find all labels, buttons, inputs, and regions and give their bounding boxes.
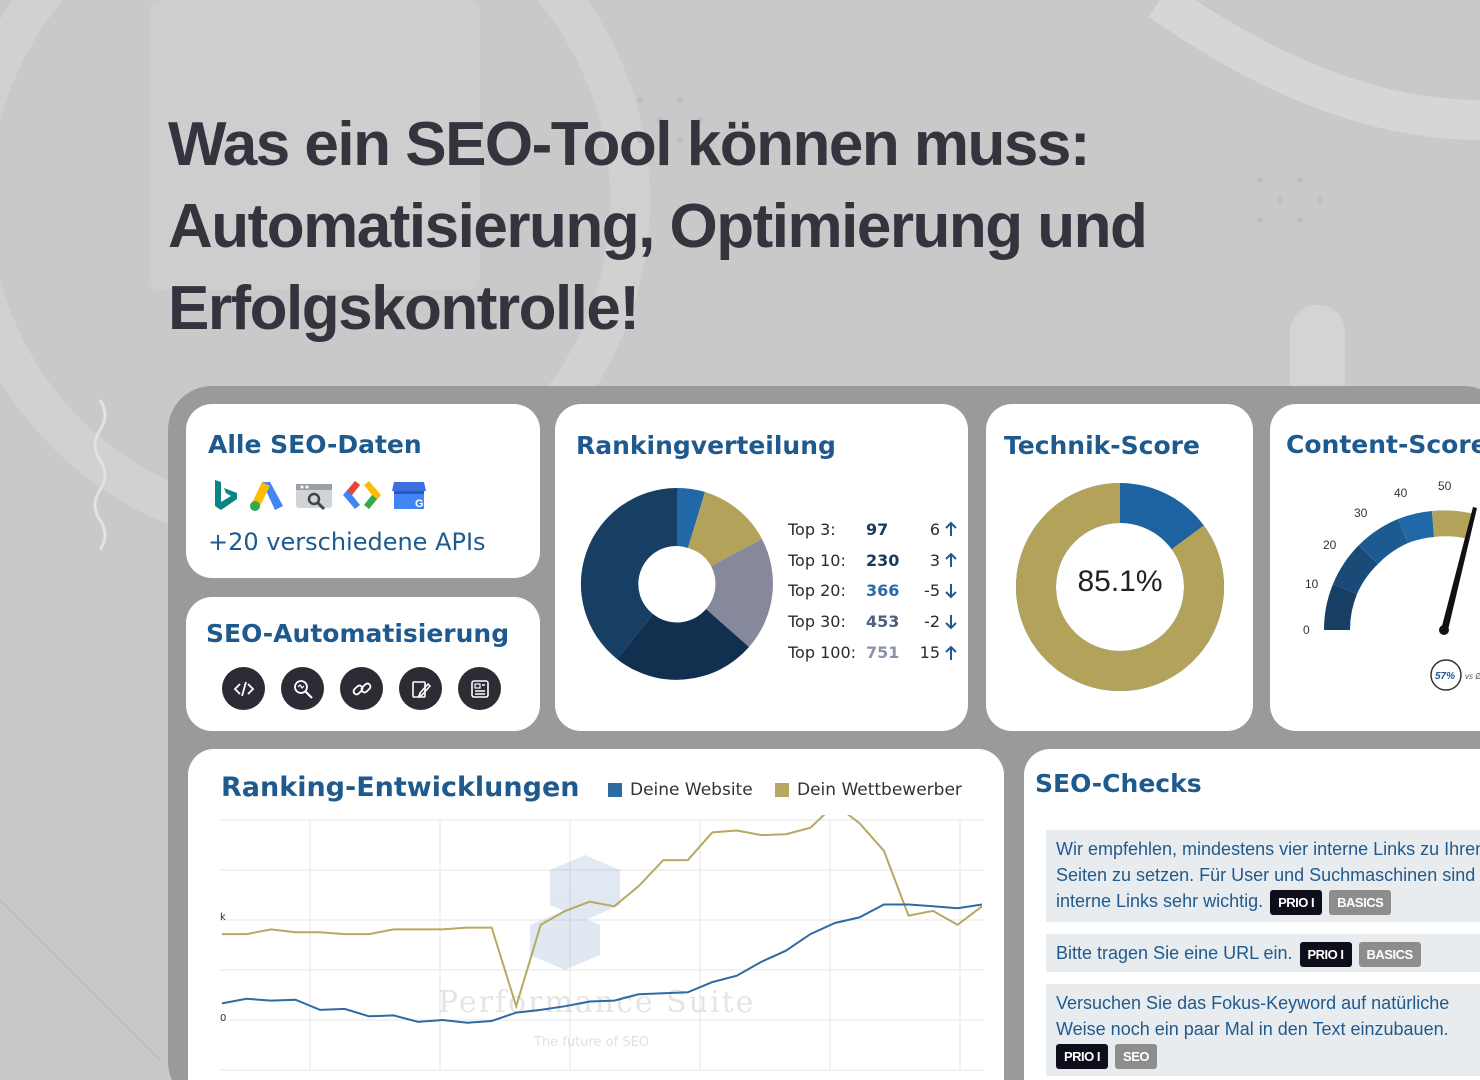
gauge-tick: 20	[1323, 538, 1337, 552]
card-seo-data	[186, 404, 540, 578]
google-ads-icon	[247, 478, 287, 512]
rank-delta: 6	[929, 519, 940, 539]
ranking-row: Top 30: 453 -2	[788, 606, 964, 637]
axis-mark: 0	[220, 1013, 226, 1024]
rank-value: 751	[866, 643, 900, 663]
svg-text:G: G	[415, 498, 424, 510]
headline: Was ein SEO-Tool können muss: Automatisi…	[168, 104, 1318, 350]
card-ranking-title: Rankingverteilung	[576, 431, 836, 460]
api-count-text: +20 verschiedene APIs	[208, 528, 486, 556]
rank-delta: 15	[919, 643, 940, 663]
seo-check-item[interactable]: Wir empfehlen, mindestens vier interne L…	[1046, 830, 1480, 922]
competitor-series-line	[222, 815, 983, 1010]
ranking-row: Top 100: 751 15	[788, 637, 964, 668]
bing-icon	[212, 478, 240, 512]
rank-value: 97	[866, 519, 889, 539]
rank-label: Top 10:	[788, 550, 846, 570]
rank-value: 230	[866, 550, 900, 570]
headline-line-3: Erfolgskontrolle!	[168, 274, 640, 343]
watermark-logo	[530, 855, 620, 970]
rank-delta: 3	[929, 550, 940, 570]
arrow-down-icon	[944, 614, 964, 630]
arrow-up-icon	[944, 645, 964, 661]
card-automation	[186, 597, 540, 731]
rank-label: Top 100:	[788, 643, 857, 663]
own-series-line	[221, 903, 983, 1024]
rank-delta: -5	[924, 581, 940, 601]
card-ranking-development	[188, 749, 1004, 1080]
category-badge: BASICS	[1358, 941, 1421, 967]
axis-mark: k	[220, 912, 226, 923]
legend-own-website[interactable]: Deine Website	[608, 780, 753, 800]
rank-value: 453	[866, 612, 900, 632]
legend-swatch-blue	[608, 783, 622, 797]
ranking-row: Top 20: 366 -5	[788, 576, 964, 607]
technik-score-value: 85.1%	[1077, 565, 1163, 598]
automation-icons	[222, 667, 501, 710]
headline-line-1: Was ein SEO-Tool können muss:	[168, 110, 1091, 179]
arrow-up-icon	[944, 552, 964, 568]
rank-label: Top 30:	[788, 612, 846, 632]
seo-check-text: Bitte tragen Sie eine URL ein.	[1056, 943, 1293, 963]
search-console-icon	[294, 478, 334, 512]
tag-manager-icon	[341, 478, 383, 512]
priority-badge: PRIO I	[1270, 889, 1323, 915]
category-badge: SEO	[1115, 1043, 1157, 1069]
gauge-tick: 50	[1438, 479, 1452, 493]
arrow-down-icon	[944, 583, 964, 599]
edit-icon[interactable]	[399, 667, 442, 710]
card-automation-title: SEO-Automatisierung	[206, 619, 510, 648]
watermark-subtitle: The future of SEO	[533, 1035, 649, 1050]
technik-score-donut	[1016, 483, 1224, 691]
my-business-icon: G	[390, 478, 428, 512]
priority-badge: PRIO I	[1299, 941, 1352, 967]
card-development-title: Ranking-Entwicklungen	[221, 772, 580, 803]
donut-slice-top10	[688, 492, 762, 566]
donut-slice-top30	[617, 609, 749, 680]
rank-label: Top 20:	[788, 581, 846, 601]
category-badge: BASICS	[1329, 889, 1392, 915]
watermark-title: Performance Suite	[438, 985, 755, 1020]
donut-slice-top20	[706, 539, 773, 647]
seo-check-item[interactable]: Bitte tragen Sie eine URL ein. PRIO I BA…	[1046, 934, 1480, 972]
rank-label: Top 3:	[788, 519, 836, 539]
card-seo-data-title: Alle SEO-Daten	[208, 430, 422, 459]
legend-label: Deine Website	[630, 780, 753, 800]
headline-line-2: Automatisierung, Optimierung und	[168, 192, 1148, 261]
ranking-row: Top 3: 97 6	[788, 514, 964, 545]
content-score-badge-suffix: vs Ø	[1465, 672, 1480, 681]
content-score-gauge: 0 10 20 30 40 50 57% vs Ø	[1303, 479, 1480, 691]
ranking-row: Top 10: 230 3	[788, 545, 964, 576]
score-ring-value	[1016, 483, 1224, 691]
priority-badge: PRIO I	[1056, 1043, 1109, 1069]
content-score-badge: 57%	[1435, 671, 1455, 682]
api-logos: G	[212, 478, 428, 512]
code-icon[interactable]	[222, 667, 265, 710]
legend-competitor[interactable]: Dein Wettbewerber	[775, 780, 962, 800]
ranking-table: Top 3: 97 6 Top 10: 230 3 Top 20: 366 -5…	[788, 514, 964, 668]
arrow-up-icon	[944, 521, 964, 537]
gauge-tick: 40	[1394, 486, 1408, 500]
ranking-donut-chart	[580, 487, 773, 680]
card-checks-title: SEO-Checks	[1035, 769, 1202, 798]
card-content-title: Content-Score	[1286, 430, 1480, 459]
seo-check-item[interactable]: Versuchen Sie das Fokus-Keyword auf natü…	[1046, 984, 1480, 1076]
rank-delta: -2	[924, 612, 940, 632]
donut-slice-top100	[580, 487, 677, 659]
gauge-tick: 10	[1305, 577, 1319, 591]
gauge-tick: 0	[1303, 623, 1310, 637]
card-technik-title: Technik-Score	[1004, 431, 1200, 460]
seo-check-text: Wir empfehlen, mindestens vier interne L…	[1056, 839, 1480, 911]
rank-value: 366	[866, 581, 900, 601]
legend-swatch-gold	[775, 783, 789, 797]
gauge-tick: 30	[1354, 506, 1368, 520]
donut-slice-top3	[677, 487, 705, 548]
ranking-development-line-chart: Performance Suite The future of SEO k 0	[220, 815, 984, 1071]
report-icon[interactable]	[458, 667, 501, 710]
link-icon[interactable]	[340, 667, 383, 710]
search-analyze-icon[interactable]	[281, 667, 324, 710]
legend-label: Dein Wettbewerber	[797, 780, 962, 800]
seo-check-text: Versuchen Sie das Fokus-Keyword auf natü…	[1056, 993, 1450, 1039]
